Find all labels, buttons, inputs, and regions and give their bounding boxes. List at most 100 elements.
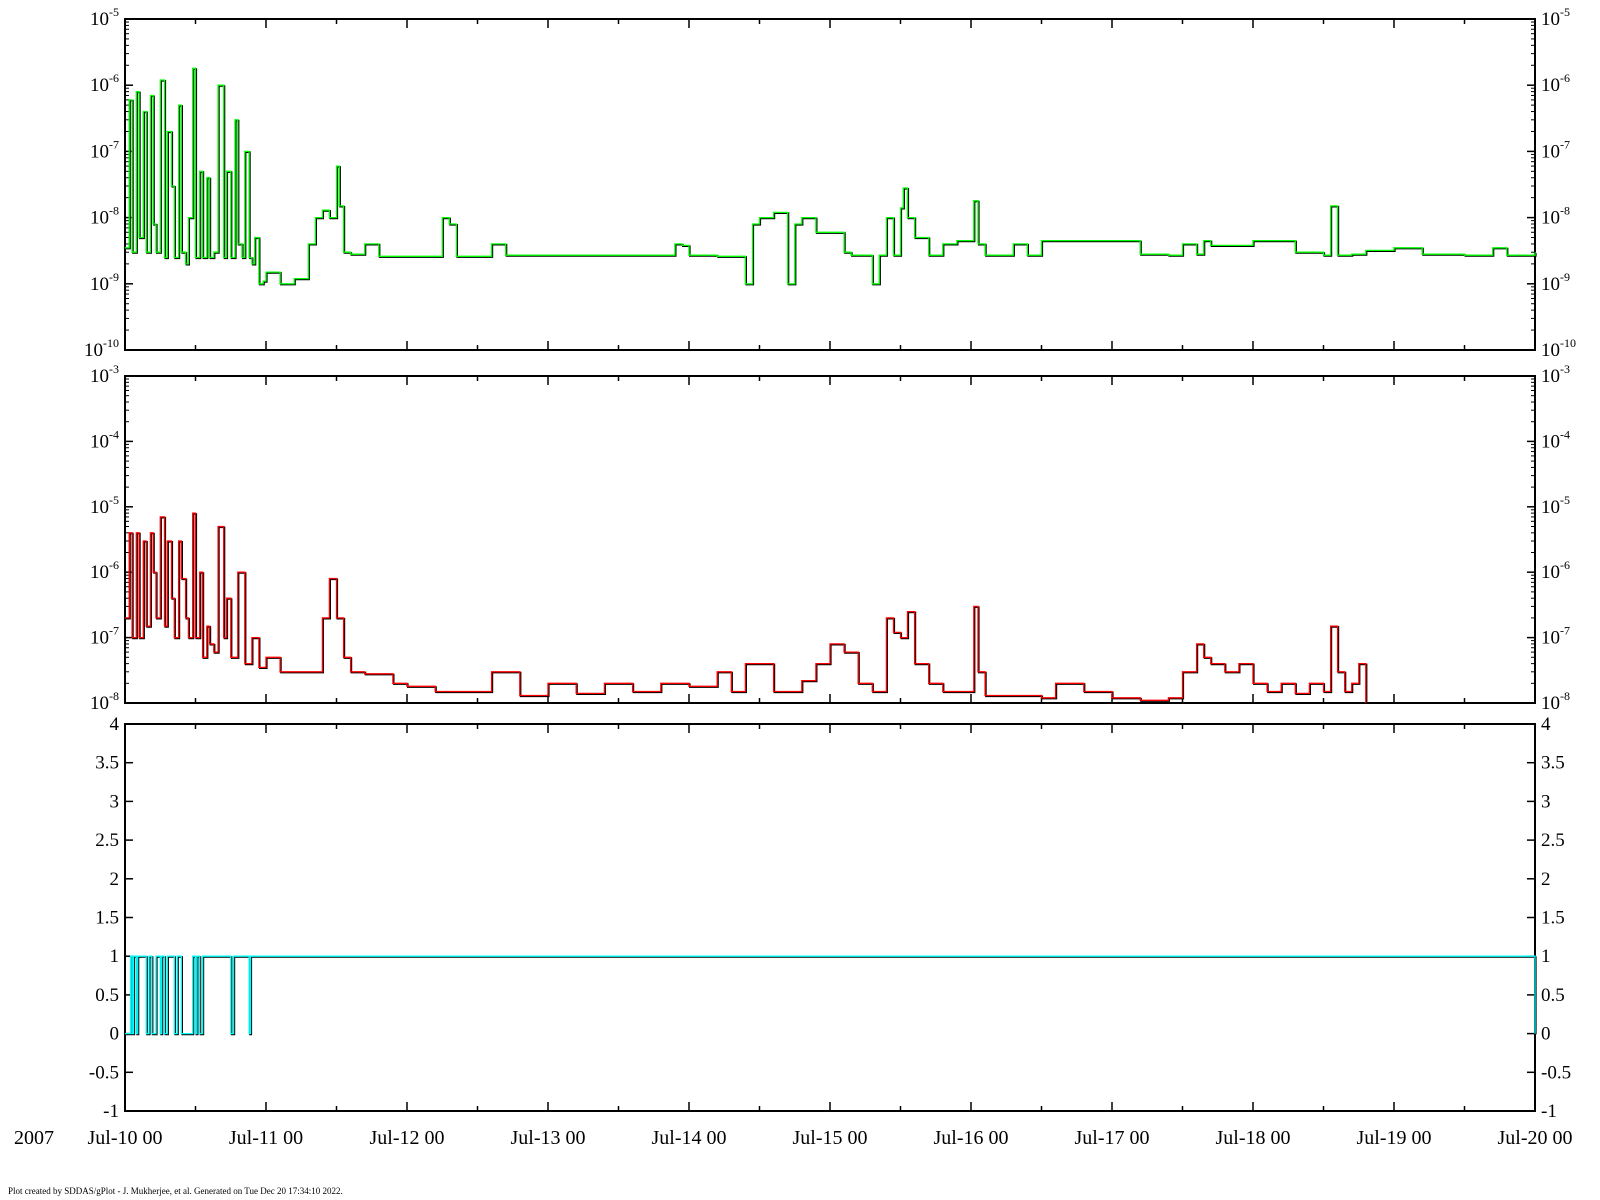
panel-3-frame	[124, 723, 1536, 1112]
y-tick-base: 10	[90, 208, 109, 229]
y-tick-exponent: -6	[109, 558, 119, 572]
y-tick-base: 10	[84, 340, 103, 361]
y-tick-base: 10	[90, 497, 109, 518]
y-tick-base: 10	[90, 75, 109, 96]
y-tick-exponent: -5	[109, 5, 119, 19]
y-tick-label-right: 3	[1541, 791, 1551, 812]
y-tick-label-left: -0.5	[89, 1062, 119, 1083]
y-tick-base: 10	[1541, 141, 1560, 162]
series-0-shadow	[125, 68, 1537, 286]
y-tick-exponent: -9	[1560, 270, 1570, 284]
y-tick-exponent: -4	[109, 427, 119, 441]
y-tick-label-left: 10-10	[84, 336, 119, 361]
y-tick-exponent: -7	[109, 137, 119, 151]
y-tick-exponent: -5	[1560, 5, 1570, 19]
y-tick-label-right: 10-6	[1541, 558, 1570, 583]
y-tick-base: 10	[1541, 9, 1560, 30]
y-tick-label-left: 2	[110, 869, 120, 890]
y-tick-base: 10	[90, 693, 109, 714]
y-tick-exponent: -3	[109, 362, 119, 376]
panel-1-plot-area	[125, 67, 1537, 286]
y-tick-label-right: 10-9	[1541, 270, 1570, 295]
series-0-shadow	[125, 956, 1537, 1036]
panel-3-ticks: -1 -1 -0.5 -0.5 0 0 0.5 0.5 1 1 1.5 1.5 2 2 2.5 2.5 3 3 3.…	[89, 714, 1571, 1122]
y-tick-base: 10	[1541, 340, 1560, 361]
series-0-line	[125, 67, 1536, 285]
y-tick-label-left: 2.5	[95, 830, 119, 851]
x-tick-label: Jul-19 00	[1357, 1127, 1432, 1149]
y-tick-exponent: -6	[1560, 71, 1570, 85]
y-tick-label-left: -1	[103, 1101, 119, 1122]
y-tick-exponent: -3	[1560, 362, 1570, 376]
y-tick-base: 10	[90, 274, 109, 295]
y-tick-base: 10	[1541, 274, 1560, 295]
y-tick-base: 10	[90, 141, 109, 162]
y-tick-exponent: -5	[1560, 493, 1570, 507]
y-tick-exponent: -10	[1560, 336, 1576, 350]
panel-3-plot-area	[125, 955, 1537, 1036]
y-tick-label-left: 10-6	[90, 558, 119, 583]
y-tick-exponent: -9	[109, 270, 119, 284]
y-tick-label-right: 2	[1541, 869, 1551, 890]
y-tick-label-left: 4	[110, 714, 120, 735]
x-tick-label: Jul-14 00	[652, 1127, 727, 1149]
y-tick-label-left: 10-4	[90, 427, 119, 452]
y-tick-exponent: -7	[109, 624, 119, 638]
y-tick-base: 10	[90, 562, 109, 583]
y-tick-base: 10	[1541, 75, 1560, 96]
x-axis: Jul-10 00 Jul-11 00 Jul-12 00 Jul-13 00 Jul-…	[88, 1127, 1573, 1149]
series-0-shadow	[125, 513, 1368, 704]
y-tick-base: 10	[1541, 366, 1560, 387]
panel-2-plot-area	[125, 512, 1368, 704]
x-tick-label: Jul-20 00	[1498, 1127, 1573, 1149]
y-tick-label-right: 0	[1541, 1024, 1551, 1045]
y-tick-label-left: 3.5	[95, 753, 119, 774]
y-tick-label-left: 10-3	[90, 362, 119, 387]
panel-2-ticks: 10-8 10-810-7 10-710-6 10-610-5 10-510-4 10-4…	[90, 362, 1570, 714]
y-tick-label-right: 1	[1541, 946, 1551, 967]
y-tick-label-left: 10-7	[90, 137, 119, 162]
y-tick-label-right: 10-10	[1541, 336, 1576, 361]
x-tick-label: Jul-16 00	[934, 1127, 1009, 1149]
y-tick-label-right: 1.5	[1541, 908, 1565, 929]
y-tick-label-right: 10-5	[1541, 5, 1570, 30]
y-tick-label-left: 10-6	[90, 71, 119, 96]
panel-3: -1 -1 -0.5 -0.5 0 0 0.5 0.5 1 1 1.5 1.5 2 2 2.5 2.5 3 3 3.…	[89, 714, 1571, 1122]
y-tick-label-right: 10-8	[1541, 689, 1570, 714]
y-tick-exponent: -7	[1560, 624, 1570, 638]
y-tick-label-left: 0	[110, 1024, 120, 1045]
y-tick-exponent: -4	[1560, 427, 1570, 441]
y-tick-label-right: 10-7	[1541, 137, 1570, 162]
y-tick-label-left: 10-7	[90, 624, 119, 649]
y-tick-label-right: 10-8	[1541, 204, 1570, 229]
y-tick-label-left: 10-5	[90, 493, 119, 518]
y-tick-label-left: 1.5	[95, 908, 119, 929]
footer-credit: Plot created by SDDAS/gPlot - J. Mukherj…	[8, 1186, 343, 1196]
y-tick-base: 10	[1541, 562, 1560, 583]
x-tick-label: Jul-11 00	[229, 1127, 303, 1149]
y-tick-label-right: -0.5	[1541, 1062, 1571, 1083]
y-tick-exponent: -5	[109, 493, 119, 507]
y-tick-label-left: 10-9	[90, 270, 119, 295]
y-tick-label-right: 10-4	[1541, 427, 1570, 452]
y-tick-exponent: -10	[103, 336, 119, 350]
y-tick-label-left: 1	[110, 946, 120, 967]
y-tick-exponent: -8	[109, 204, 119, 218]
y-tick-base: 10	[90, 628, 109, 649]
y-tick-label-left: 10-8	[90, 689, 119, 714]
y-tick-label-left: 10-5	[90, 5, 119, 30]
y-tick-exponent: -6	[109, 71, 119, 85]
y-tick-label-right: 3.5	[1541, 753, 1565, 774]
y-tick-base: 10	[1541, 208, 1560, 229]
y-tick-label-right: 10-7	[1541, 624, 1570, 649]
y-tick-exponent: -8	[109, 689, 119, 703]
y-tick-label-right: 10-5	[1541, 493, 1570, 518]
x-tick-label: Jul-17 00	[1075, 1127, 1150, 1149]
series-0-line	[125, 955, 1536, 1035]
y-tick-label-left: 10-8	[90, 204, 119, 229]
x-tick-label: Jul-12 00	[370, 1127, 445, 1149]
y-tick-base: 10	[90, 366, 109, 387]
x-tick-label: Jul-15 00	[793, 1127, 868, 1149]
